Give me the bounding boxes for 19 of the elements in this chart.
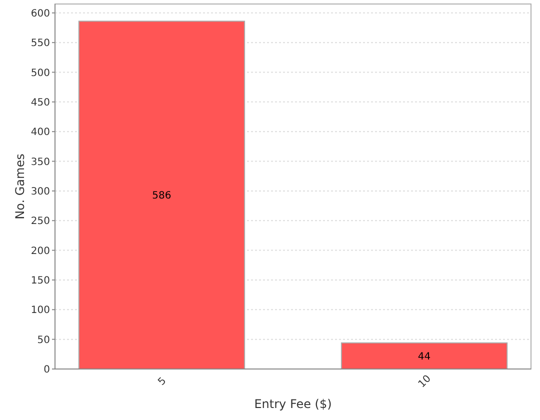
data-label: 586: [152, 190, 172, 202]
y-axis-title: No. Games: [13, 154, 28, 220]
y-tick-label: 300: [30, 186, 50, 198]
data-label: 44: [418, 351, 431, 362]
y-tick-label: 150: [30, 275, 50, 286]
y-tick-label: 600: [30, 8, 50, 20]
y-tick-label: 500: [30, 68, 50, 79]
y-tick-label: 250: [30, 216, 50, 228]
y-tick-label: 0: [44, 364, 50, 376]
y-tick-label: 350: [30, 156, 50, 168]
y-tick-label: 100: [30, 305, 50, 316]
y-tick-label: 450: [30, 97, 50, 108]
y-tick-label: 400: [30, 127, 50, 138]
y-tick-label: 50: [37, 334, 50, 346]
x-tick-label: 10: [416, 373, 434, 390]
y-tick-label: 550: [30, 38, 50, 50]
y-tick-label: 200: [30, 246, 50, 257]
x-axis-title: Entry Fee ($): [254, 397, 332, 411]
x-tick-label: 5: [156, 376, 169, 388]
